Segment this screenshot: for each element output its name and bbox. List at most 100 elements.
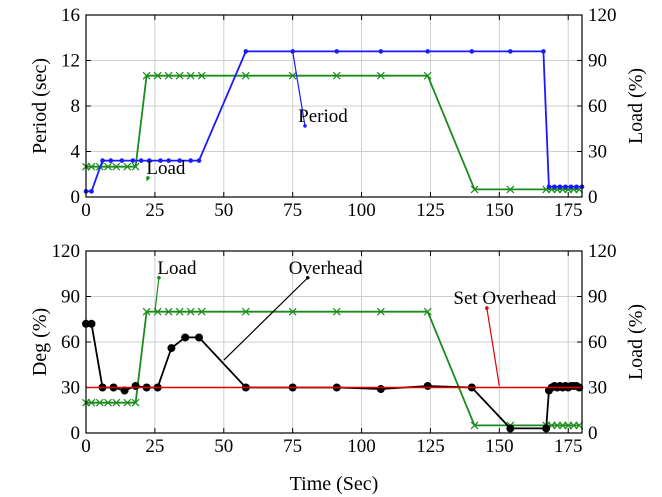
y-axis-label: Deg (%) (29, 308, 51, 376)
y2-tick-label: 30 (588, 378, 607, 399)
x-axis-label: Time (Sec) (290, 473, 379, 495)
period-point (177, 158, 182, 163)
load-point (241, 307, 250, 316)
period-point (563, 184, 568, 190)
annotation-arrow-head (485, 306, 489, 310)
period-load-panel: 0 25 50 75 100 125 150 17504812160306090120Peri… (29, 5, 647, 221)
y-tick-label: 12 (61, 51, 80, 72)
overhead-point (506, 424, 515, 433)
load-point (470, 185, 479, 194)
period-point (469, 49, 475, 54)
y2-axis-label: Load (%) (625, 68, 647, 144)
load-point (104, 398, 112, 407)
x-tick-label: 150 (485, 200, 514, 221)
period-point (119, 158, 125, 163)
load-point (175, 71, 184, 80)
load-point (186, 307, 195, 316)
annotation-arrow (223, 277, 309, 361)
load-point (131, 162, 140, 171)
period-point (130, 158, 136, 163)
annotation-arrow-head (157, 275, 161, 280)
x-tick-label: 25 (145, 436, 164, 457)
period-point (334, 49, 340, 54)
y-tick-label: 8 (71, 96, 81, 117)
y-tick-label: 16 (61, 5, 80, 26)
period-point (166, 158, 171, 163)
annotation-arrow (154, 277, 160, 312)
load-point (332, 307, 341, 316)
y-tick-label: 0 (71, 423, 81, 444)
load-point (164, 71, 173, 80)
overhead-point (167, 344, 176, 353)
load-point (142, 307, 151, 316)
load-point (95, 398, 104, 407)
x-tick-label: 50 (214, 436, 233, 457)
load-point (506, 185, 515, 194)
period-point (546, 184, 552, 190)
load-line (86, 310, 580, 427)
y2-tick-label: 60 (588, 332, 607, 353)
x-tick-label: 100 (347, 200, 376, 221)
annotation-arrow (486, 307, 500, 387)
period-point (568, 184, 574, 190)
load-point (175, 307, 184, 316)
period-point (158, 158, 163, 163)
x-tick-label: 75 (283, 200, 302, 221)
load-point (142, 71, 151, 80)
period-point (425, 49, 430, 54)
period-point (138, 158, 144, 163)
overhead-point (423, 381, 432, 390)
plot-frame (85, 250, 583, 434)
load-point (153, 71, 162, 80)
load-point (87, 398, 96, 407)
load-point (197, 71, 206, 80)
load-point (131, 398, 140, 407)
load-point (123, 162, 132, 171)
load-point (423, 71, 432, 80)
load-point (423, 307, 432, 316)
load-point (112, 162, 121, 171)
annotation-label: Overhead (289, 258, 363, 279)
load-point (104, 162, 112, 171)
load-point (123, 398, 132, 407)
x-tick-label: 100 (347, 436, 376, 457)
x-tick-label: 0 (81, 200, 91, 221)
load-point (164, 307, 173, 316)
x-tick-label: 175 (554, 200, 583, 221)
load-point (186, 71, 195, 80)
annotation-label: Load (157, 258, 197, 279)
load-point (197, 307, 206, 316)
y-tick-label: 60 (61, 332, 80, 353)
annotation-label: Set Overhead (453, 288, 556, 309)
period-point (188, 158, 194, 163)
period-point (508, 49, 513, 54)
y-tick-label: 90 (61, 287, 80, 308)
overhead-line (86, 322, 580, 430)
y2-tick-label: 120 (588, 5, 617, 26)
load-point (376, 307, 385, 316)
y2-tick-label: 90 (588, 51, 607, 72)
overhead-point (376, 385, 385, 394)
plot-frame (85, 14, 583, 198)
load-point (376, 71, 385, 80)
annotation-arrow-head (305, 275, 310, 280)
load-point (288, 71, 297, 80)
overhead-point (181, 333, 190, 342)
x-tick-label: 150 (485, 436, 514, 457)
load-point (470, 421, 479, 430)
x-tick-label: 75 (283, 436, 302, 457)
y-tick-label: 0 (71, 187, 81, 208)
overhead-point (120, 386, 129, 395)
period-point (243, 49, 249, 54)
y-tick-label: 4 (71, 142, 81, 163)
overhead-load-panel: 0 25 50 75 100 125 150 17503060901200306090120D… (29, 241, 647, 495)
period-point (100, 158, 105, 163)
period-point (89, 189, 94, 194)
overhead-point (194, 333, 203, 342)
annotation-arrow-head (146, 176, 150, 180)
annotation-arrow-head (303, 124, 307, 128)
x-tick-label: 175 (554, 436, 583, 457)
y2-tick-label: 30 (588, 142, 607, 163)
annotation-label: Period (298, 106, 348, 127)
